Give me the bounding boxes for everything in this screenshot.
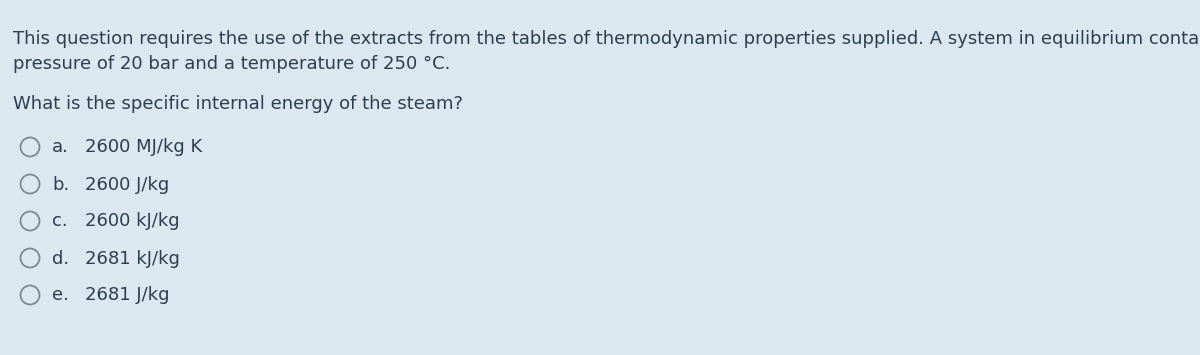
Text: 2600 kJ/kg: 2600 kJ/kg [85, 213, 180, 230]
Text: What is the specific internal energy of the steam?: What is the specific internal energy of … [13, 95, 463, 113]
Text: e.: e. [52, 286, 68, 305]
Text: d.: d. [52, 250, 70, 268]
Text: 2681 J/kg: 2681 J/kg [85, 286, 169, 305]
Text: c.: c. [52, 213, 67, 230]
Text: 2600 MJ/kg K: 2600 MJ/kg K [85, 138, 203, 157]
Text: 2681 kJ/kg: 2681 kJ/kg [85, 250, 180, 268]
Text: a.: a. [52, 138, 68, 157]
Ellipse shape [20, 248, 40, 268]
Text: pressure of 20 bar and a temperature of 250 °C.: pressure of 20 bar and a temperature of … [13, 55, 450, 73]
Text: 2600 J/kg: 2600 J/kg [85, 175, 169, 193]
Ellipse shape [20, 175, 40, 193]
Ellipse shape [20, 285, 40, 305]
Text: b.: b. [52, 175, 70, 193]
Ellipse shape [20, 137, 40, 157]
Ellipse shape [20, 212, 40, 230]
Text: This question requires the use of the extracts from the tables of thermodynamic : This question requires the use of the ex… [13, 30, 1200, 48]
